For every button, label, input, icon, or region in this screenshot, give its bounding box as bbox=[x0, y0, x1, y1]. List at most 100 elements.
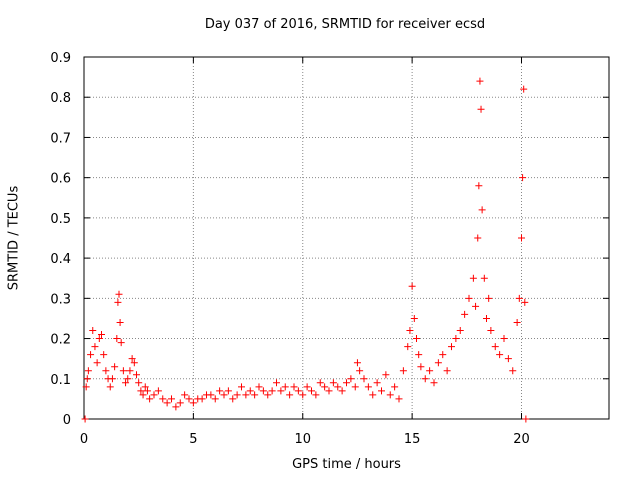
data-point bbox=[114, 298, 122, 306]
data-point bbox=[268, 387, 276, 395]
data-point bbox=[124, 375, 132, 383]
data-point bbox=[426, 367, 434, 375]
y-tick-label: 0.8 bbox=[50, 91, 71, 106]
data-point bbox=[130, 359, 138, 367]
data-point bbox=[143, 387, 151, 395]
data-point bbox=[139, 391, 147, 399]
data-point bbox=[329, 379, 337, 387]
data-point bbox=[154, 387, 162, 395]
data-point bbox=[478, 206, 486, 214]
data-point bbox=[386, 391, 394, 399]
data-point bbox=[229, 395, 237, 403]
data-point bbox=[81, 415, 89, 423]
data-point bbox=[181, 391, 189, 399]
data-point bbox=[347, 375, 355, 383]
x-axis-label: GPS time / hours bbox=[292, 457, 401, 472]
data-point bbox=[102, 367, 110, 375]
data-point bbox=[443, 367, 451, 375]
data-point bbox=[168, 395, 175, 403]
data-point bbox=[312, 391, 320, 399]
data-point bbox=[259, 387, 267, 395]
data-point bbox=[399, 367, 407, 375]
x-tick-label: 15 bbox=[404, 432, 421, 447]
y-tick-label: 0.9 bbox=[50, 51, 71, 66]
data-point bbox=[439, 351, 447, 359]
data-point bbox=[417, 363, 425, 371]
data-point bbox=[485, 294, 493, 302]
x-tick-label: 0 bbox=[80, 432, 88, 447]
data-point bbox=[246, 387, 254, 395]
data-point bbox=[351, 383, 359, 391]
data-point bbox=[286, 391, 294, 399]
data-point bbox=[513, 318, 521, 326]
data-point bbox=[281, 383, 289, 391]
data-point bbox=[474, 234, 482, 242]
data-point bbox=[456, 327, 464, 335]
data-point bbox=[251, 391, 259, 399]
data-point bbox=[477, 105, 485, 113]
data-point bbox=[522, 415, 530, 423]
data-point bbox=[216, 387, 224, 395]
data-point bbox=[520, 85, 528, 93]
data-point bbox=[299, 391, 307, 399]
data-point bbox=[415, 351, 423, 359]
data-point bbox=[410, 314, 418, 322]
data-point bbox=[521, 298, 529, 306]
data-point bbox=[430, 379, 438, 387]
data-point bbox=[137, 387, 145, 395]
data-point bbox=[491, 343, 499, 351]
data-point bbox=[83, 375, 91, 383]
data-point bbox=[465, 294, 473, 302]
data-point bbox=[277, 387, 285, 395]
data-point bbox=[483, 314, 490, 322]
plot-frame bbox=[83, 56, 610, 420]
data-point bbox=[233, 391, 241, 399]
data-series bbox=[81, 77, 530, 423]
data-point bbox=[448, 343, 455, 351]
data-point bbox=[353, 359, 361, 367]
data-point bbox=[496, 351, 504, 359]
data-point bbox=[111, 363, 119, 371]
data-point bbox=[82, 383, 90, 391]
data-point bbox=[382, 371, 390, 379]
data-point bbox=[338, 387, 346, 395]
data-point bbox=[87, 351, 95, 359]
data-point bbox=[211, 395, 219, 403]
data-point bbox=[95, 335, 103, 343]
data-point bbox=[126, 367, 134, 375]
data-point bbox=[198, 395, 206, 403]
data-point bbox=[242, 391, 250, 399]
data-point bbox=[119, 367, 127, 375]
data-point bbox=[518, 234, 525, 242]
data-point bbox=[408, 282, 416, 290]
data-point bbox=[108, 375, 116, 383]
data-point bbox=[434, 359, 442, 367]
data-point bbox=[472, 302, 480, 310]
data-point bbox=[480, 274, 488, 282]
data-point bbox=[452, 335, 460, 343]
data-point bbox=[461, 310, 469, 318]
data-point bbox=[146, 395, 154, 403]
data-point bbox=[369, 391, 377, 399]
data-point bbox=[308, 387, 315, 395]
y-tick-label: 0.6 bbox=[50, 172, 71, 187]
data-point bbox=[391, 383, 399, 391]
data-point bbox=[150, 391, 158, 399]
data-point bbox=[290, 383, 298, 391]
data-point bbox=[115, 290, 123, 298]
y-tick-label: 0.7 bbox=[50, 131, 71, 146]
data-point bbox=[469, 274, 477, 282]
data-point bbox=[303, 383, 311, 391]
data-point bbox=[116, 318, 124, 326]
data-point bbox=[133, 371, 140, 379]
data-point bbox=[91, 343, 99, 351]
y-axis: 0 0.1 0.2 0.3 0.4 0.5 0.6 0.7 0.8 0.9 bbox=[50, 51, 609, 428]
data-point bbox=[128, 355, 136, 363]
data-point bbox=[93, 359, 101, 367]
y-tick-label: 0.2 bbox=[50, 333, 71, 348]
data-point bbox=[395, 395, 403, 403]
data-point bbox=[84, 367, 92, 375]
data-point bbox=[100, 351, 108, 359]
data-point bbox=[421, 375, 429, 383]
